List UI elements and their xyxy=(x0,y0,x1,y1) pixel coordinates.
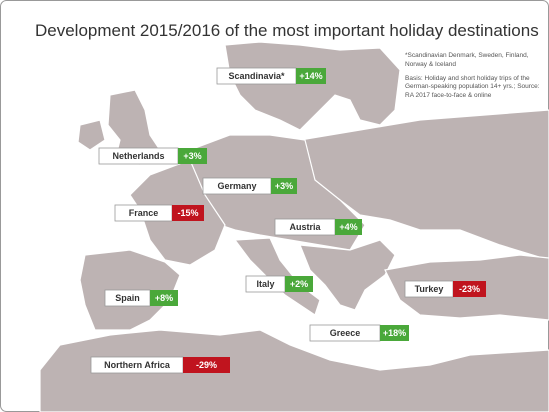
destination-name: Northern Africa xyxy=(104,360,171,370)
labels: Scandinavia* +14% Netherlands +3% Germany +3%… xyxy=(90,67,486,374)
destination-name: France xyxy=(129,208,159,218)
change-box xyxy=(178,148,207,164)
notes: *Scandinavian Denmark, Sweden, Finland, … xyxy=(405,52,540,101)
map xyxy=(39,41,549,412)
change-value: +3% xyxy=(183,151,201,161)
change-box xyxy=(271,178,297,194)
change-value: -23% xyxy=(459,284,480,294)
ireland xyxy=(77,119,106,151)
change-value: -15% xyxy=(177,208,198,218)
change-box xyxy=(380,325,409,341)
note: Basis: Holiday and short holiday trips o… xyxy=(405,74,540,100)
destination-name: Netherlands xyxy=(112,151,164,161)
change-box xyxy=(453,281,486,297)
change-value: +4% xyxy=(339,222,357,232)
balkans xyxy=(299,239,396,311)
destination-name: Italy xyxy=(256,279,274,289)
destination-name: Scandinavia* xyxy=(228,71,285,81)
destination-name: Turkey xyxy=(415,284,444,294)
note: *Scandinavian Denmark, Sweden, Finland, … xyxy=(405,52,529,68)
change-value: +14% xyxy=(299,71,322,81)
change-box xyxy=(296,68,326,84)
change-box xyxy=(183,357,230,373)
destination-name: Spain xyxy=(115,293,140,303)
change-box xyxy=(150,290,178,306)
change-box xyxy=(172,205,204,221)
north-africa xyxy=(39,329,549,412)
title: Development 2015/2016 of the most import… xyxy=(35,21,539,40)
change-value: +3% xyxy=(275,181,293,191)
change-value: +8% xyxy=(155,293,173,303)
notes-box: *Scandinavian Denmark, Sweden, Finland, … xyxy=(405,52,540,101)
destination-name: Germany xyxy=(217,181,256,191)
change-value: +18% xyxy=(383,328,406,338)
destination-name: Austria xyxy=(289,222,321,232)
change-box xyxy=(335,219,362,235)
scandinavia xyxy=(224,41,401,131)
change-value: +2% xyxy=(290,279,308,289)
destination-name: Greece xyxy=(330,328,361,338)
change-value: -29% xyxy=(196,360,217,370)
change-box xyxy=(285,276,313,292)
